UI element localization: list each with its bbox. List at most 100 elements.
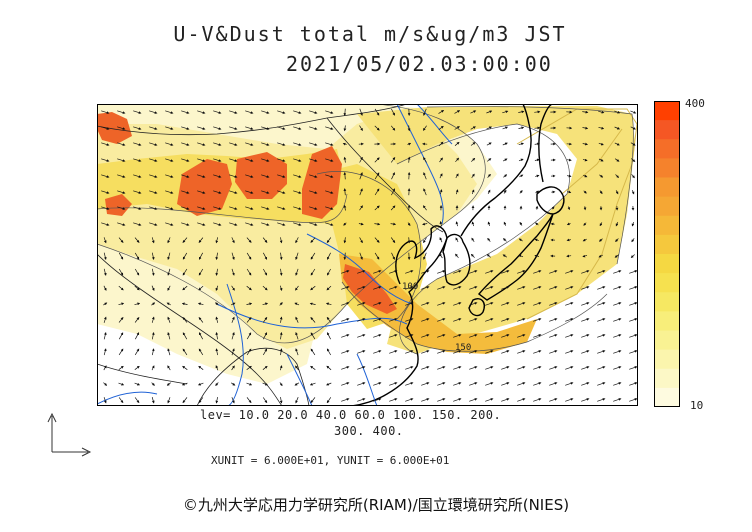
wind-vector bbox=[326, 397, 332, 404]
wind-vector bbox=[455, 221, 459, 227]
wind-vector bbox=[231, 268, 235, 276]
wind-vector bbox=[503, 221, 507, 226]
wind-vector bbox=[597, 382, 606, 386]
wind-vector bbox=[615, 238, 619, 243]
wind-vector bbox=[566, 238, 571, 242]
wind-vector bbox=[231, 348, 235, 356]
wind-vector bbox=[343, 237, 347, 244]
wind-vector bbox=[534, 254, 540, 258]
wind-vector bbox=[599, 222, 603, 227]
wind-vector bbox=[246, 382, 253, 386]
wind-vector bbox=[103, 365, 107, 371]
wind-vector bbox=[310, 237, 316, 243]
wind-vector bbox=[261, 110, 270, 114]
wind-vector bbox=[597, 398, 606, 402]
wind-vector bbox=[470, 142, 476, 146]
wind-vector bbox=[631, 174, 635, 179]
wind-vector bbox=[374, 237, 380, 243]
wind-vector bbox=[151, 316, 155, 323]
wind-vector bbox=[213, 126, 222, 130]
wind-vector bbox=[293, 206, 302, 210]
wind-vector bbox=[421, 302, 430, 306]
wind-vector bbox=[118, 285, 124, 291]
wind-vector bbox=[151, 332, 155, 340]
wind-vector bbox=[326, 382, 332, 386]
wind-vector bbox=[469, 302, 478, 306]
wind-vector bbox=[534, 238, 539, 242]
wind-vector bbox=[615, 190, 619, 195]
wind-vector bbox=[421, 350, 430, 354]
wind-vector bbox=[261, 206, 270, 210]
wind-vector bbox=[309, 382, 316, 386]
wind-vector bbox=[118, 397, 124, 404]
wind-vector bbox=[405, 398, 414, 402]
wind-vector bbox=[213, 190, 222, 194]
wind-vector bbox=[454, 126, 460, 130]
wind-vector bbox=[501, 398, 510, 402]
wind-vector bbox=[182, 237, 188, 243]
wind-vector bbox=[198, 316, 204, 323]
wind-vector bbox=[389, 302, 398, 306]
wind-vector bbox=[246, 348, 252, 356]
wind-vector bbox=[118, 365, 124, 370]
wind-vector bbox=[373, 366, 382, 370]
wind-vector bbox=[309, 174, 318, 178]
wind-vector bbox=[582, 126, 589, 130]
wind-vector bbox=[117, 110, 126, 114]
wind-vector bbox=[277, 174, 286, 178]
wind-vector bbox=[597, 318, 606, 322]
wind-vector bbox=[565, 318, 574, 322]
wind-vector bbox=[215, 302, 219, 306]
wind-vector bbox=[181, 142, 190, 146]
wind-vector bbox=[246, 332, 252, 340]
wind-vector bbox=[262, 348, 268, 356]
wind-vector bbox=[389, 270, 398, 274]
wind-vector bbox=[503, 174, 508, 178]
wind-vector bbox=[485, 334, 494, 338]
wind-vector bbox=[279, 316, 283, 323]
wind-vector bbox=[565, 382, 574, 386]
wind-vector bbox=[167, 348, 171, 356]
color-bar-max-label: 400 bbox=[685, 97, 705, 110]
wind-vector bbox=[549, 398, 558, 402]
wind-vector bbox=[231, 316, 235, 323]
wind-vector bbox=[405, 366, 414, 370]
wind-vector bbox=[471, 189, 475, 195]
wind-vector bbox=[325, 222, 334, 226]
wind-vector bbox=[293, 222, 302, 226]
wind-vector bbox=[357, 334, 366, 338]
wind-vector bbox=[598, 142, 604, 146]
color-bar-cell bbox=[654, 292, 680, 312]
wind-vector bbox=[197, 302, 204, 306]
sakhalin bbox=[538, 104, 554, 183]
wind-vector bbox=[439, 157, 443, 163]
wind-vector bbox=[182, 268, 188, 276]
wind-vector bbox=[501, 286, 510, 290]
wind-vector bbox=[405, 270, 414, 274]
wind-vector bbox=[501, 302, 510, 306]
wind-vector bbox=[502, 238, 507, 242]
wind-vector bbox=[133, 142, 142, 146]
wind-vector bbox=[279, 382, 283, 387]
wind-vector bbox=[279, 332, 283, 340]
wind-vector bbox=[167, 268, 171, 276]
color-bar-cell bbox=[654, 120, 680, 140]
wind-vector bbox=[455, 189, 459, 195]
wind-vector bbox=[374, 188, 380, 196]
wind-vector bbox=[359, 205, 363, 211]
wind-vector bbox=[277, 126, 286, 130]
wind-vector bbox=[295, 237, 299, 244]
wind-vector bbox=[326, 237, 332, 244]
wind-vector bbox=[407, 222, 411, 226]
dust-area-peak-west-1 bbox=[177, 159, 232, 216]
wind-vector bbox=[391, 172, 395, 180]
wind-vector bbox=[294, 302, 300, 306]
wind-vector bbox=[390, 205, 396, 211]
wind-vector bbox=[134, 316, 140, 323]
wind-vector bbox=[533, 366, 542, 370]
wind-vector bbox=[613, 286, 622, 290]
wind-vector bbox=[182, 316, 188, 323]
wind-vector bbox=[246, 365, 252, 370]
wind-vector bbox=[389, 366, 398, 370]
wind-vector bbox=[453, 302, 462, 306]
